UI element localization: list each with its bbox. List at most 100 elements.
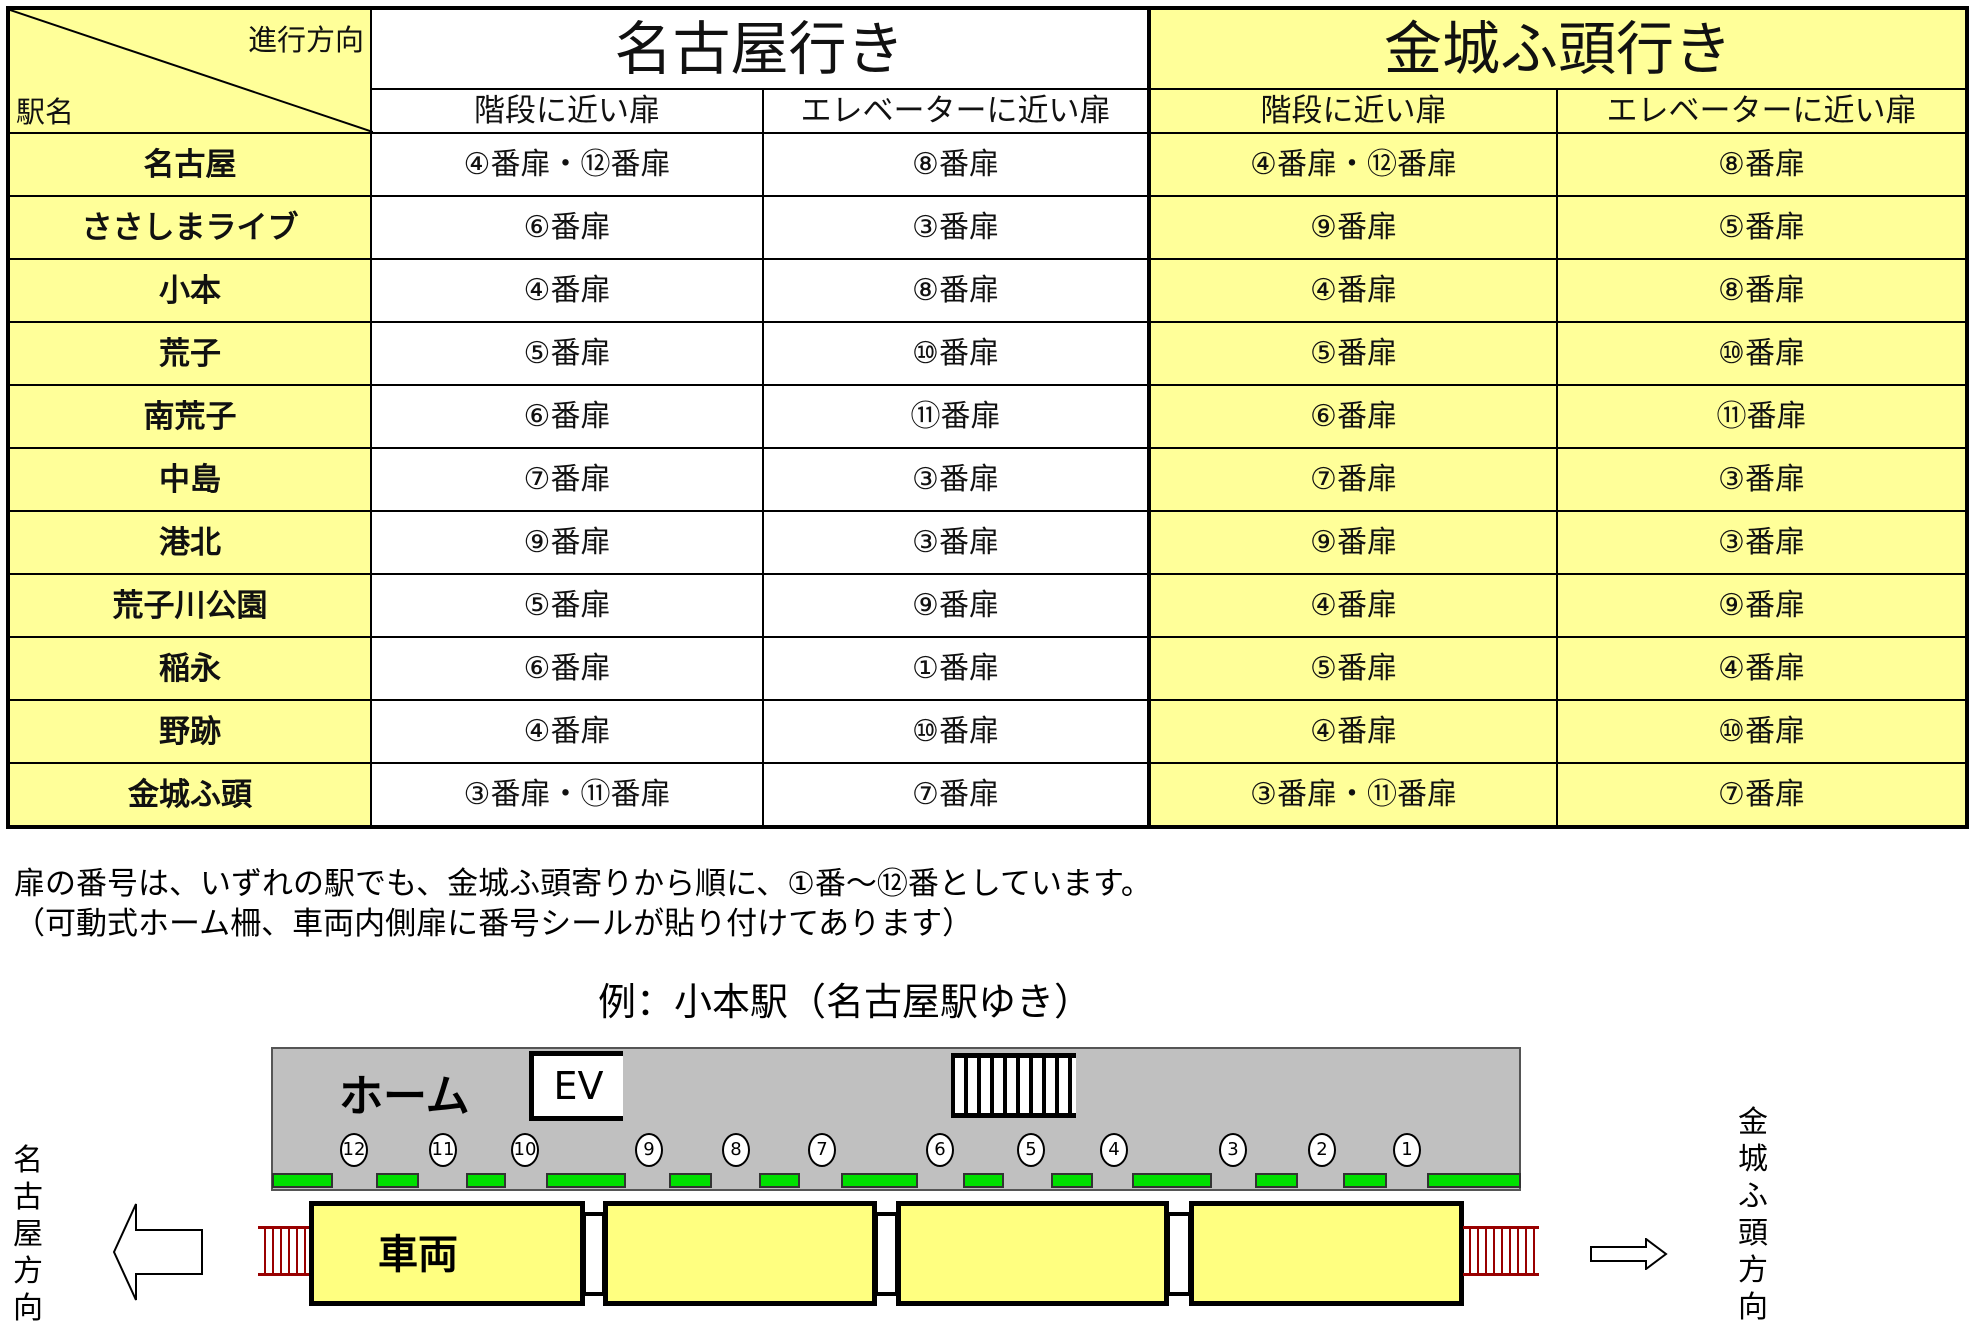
corner-header-cell: 進行方向 駅名 [7, 7, 373, 134]
station-name: 荒子 [7, 321, 372, 386]
kinjo-direction-label: 金城ふ頭方向 [1738, 1105, 1768, 1325]
nagoya-direction-label: 名古屋方向 [13, 1143, 43, 1326]
station-name: 荒子川公園 [7, 573, 372, 638]
door-number: 6 [926, 1133, 954, 1167]
door-cell: ⑤番扉 [1556, 195, 1968, 260]
door-cell: ⑦番扉 [1556, 762, 1968, 828]
door-cell: ⑪番扉 [1556, 384, 1968, 449]
door-cell: ④番扉 [1147, 573, 1558, 638]
train-car [1189, 1201, 1464, 1306]
door-cell: ③番扉 [762, 195, 1150, 260]
kinjo-bound-header: 金城ふ頭行き [1147, 7, 1968, 90]
door-cell: ④番扉 [1147, 258, 1558, 323]
station-name: 中島 [7, 447, 372, 512]
door-cell: ⑩番扉 [762, 699, 1150, 764]
door-number: 1 [1393, 1133, 1421, 1167]
platform-door [841, 1173, 918, 1188]
platform-door [963, 1173, 1004, 1188]
nagoya-bound-header: 名古屋行き [370, 7, 1150, 90]
door-cell: ⑧番扉 [1556, 258, 1968, 323]
door-number: 10 [511, 1133, 539, 1167]
door-number: 5 [1017, 1133, 1045, 1167]
door-cell: ④番扉 [370, 258, 764, 323]
door-cell: ④番扉・⑫番扉 [370, 132, 764, 197]
platform-door [272, 1173, 333, 1188]
elevator-box: EV [529, 1051, 623, 1121]
platform-door [759, 1173, 800, 1188]
door-cell: ⑤番扉 [370, 573, 764, 638]
door-cell: ③番扉・⑪番扉 [370, 762, 764, 828]
door-cell: ④番扉 [1556, 636, 1968, 701]
table-row: 荒子 ⑤番扉 ⑩番扉 ⑤番扉 ⑩番扉 [7, 321, 1968, 386]
stairs-icon [951, 1053, 1076, 1118]
car-label: 車両 [378, 1232, 458, 1278]
door-cell: ⑥番扉 [370, 195, 764, 260]
door-cell: ④番扉 [370, 699, 764, 764]
door-number: 8 [722, 1133, 750, 1167]
platform-door [1255, 1173, 1298, 1188]
platform-door [1343, 1173, 1387, 1188]
door-number: 2 [1308, 1133, 1336, 1167]
door-cell: ⑩番扉 [1556, 321, 1968, 386]
table-row: 稲永 ⑥番扉 ①番扉 ⑤番扉 ④番扉 [7, 636, 1968, 701]
platform-door [546, 1173, 626, 1188]
table-row: 野跡 ④番扉 ⑩番扉 ④番扉 ⑩番扉 [7, 699, 1968, 764]
door-cell: ⑧番扉 [762, 258, 1150, 323]
station-label: 駅名 [16, 95, 75, 129]
door-cell: ⑨番扉 [370, 510, 764, 575]
door-cell: ⑩番扉 [1556, 699, 1968, 764]
door-cell: ③番扉 [762, 447, 1150, 512]
door-cell: ③番扉 [762, 510, 1150, 575]
station-name: 野跡 [7, 699, 372, 764]
station-name: 港北 [7, 510, 372, 575]
door-guide-table: 進行方向 駅名 名古屋行き 金城ふ頭行き 階段に近い扉 エレベーターに近い扉 階… [6, 6, 1969, 829]
track-left [258, 1226, 309, 1276]
door-cell: ⑦番扉 [762, 762, 1150, 828]
train-car [603, 1201, 877, 1306]
platform-door [1427, 1173, 1521, 1188]
train-car [896, 1201, 1169, 1306]
station-name: 稲永 [7, 636, 372, 701]
diagram-title: 例：小本駅（名古屋駅ゆき） [598, 980, 1093, 1024]
door-cell: ④番扉 [1147, 699, 1558, 764]
platform-door [669, 1173, 712, 1188]
table-row: 名古屋 ④番扉・⑫番扉 ⑧番扉 ④番扉・⑫番扉 ⑧番扉 [7, 132, 1968, 197]
table-row: ささしまライブ ⑥番扉 ③番扉 ⑨番扉 ⑤番扉 [7, 195, 1968, 260]
table-row: 金城ふ頭 ③番扉・⑪番扉 ⑦番扉 ③番扉・⑪番扉 ⑦番扉 [7, 762, 1968, 828]
door-cell: ⑧番扉 [1556, 132, 1968, 197]
door-number: 3 [1219, 1133, 1247, 1167]
table-row: 荒子川公園 ⑤番扉 ⑨番扉 ④番扉 ⑨番扉 [7, 573, 1968, 638]
station-name: ささしまライブ [7, 195, 372, 260]
station-name: 南荒子 [7, 384, 372, 449]
arrow-left-icon [112, 1203, 203, 1301]
kinjo-stairs-header: 階段に近い扉 [1147, 88, 1558, 134]
kinjo-elevator-header: エレベーターに近い扉 [1556, 88, 1968, 134]
door-cell: ⑤番扉 [1147, 321, 1558, 386]
platform-door [376, 1173, 419, 1188]
door-number: 12 [340, 1133, 368, 1167]
station-name: 名古屋 [7, 132, 372, 197]
door-cell: ⑨番扉 [1556, 573, 1968, 638]
door-cell: ⑥番扉 [370, 384, 764, 449]
table-row: 小本 ④番扉 ⑧番扉 ④番扉 ⑧番扉 [7, 258, 1968, 323]
car-coupler [877, 1212, 896, 1296]
door-cell: ⑦番扉 [1147, 447, 1558, 512]
track-right [1463, 1226, 1539, 1276]
door-cell: ⑦番扉 [370, 447, 764, 512]
door-number: 7 [808, 1133, 836, 1167]
door-cell: ⑨番扉 [1147, 510, 1558, 575]
platform-door [1132, 1173, 1212, 1188]
platform-label: ホーム [339, 1071, 470, 1122]
table-row: 港北 ⑨番扉 ③番扉 ⑨番扉 ③番扉 [7, 510, 1968, 575]
door-cell: ⑧番扉 [762, 132, 1150, 197]
platform-door [466, 1173, 506, 1188]
nagoya-stairs-header: 階段に近い扉 [370, 88, 764, 134]
door-number: 9 [635, 1133, 663, 1167]
door-cell: ③番扉・⑪番扉 [1147, 762, 1558, 828]
station-name: 小本 [7, 258, 372, 323]
platform: ホーム [271, 1047, 1521, 1191]
door-cell: ①番扉 [762, 636, 1150, 701]
direction-label: 進行方向 [247, 23, 364, 57]
note-line-1: 扉の番号は、いずれの駅でも、金城ふ頭寄りから順に、①番～⑫番としています。 [14, 866, 1152, 902]
note-line-2: （可動式ホーム柵、車両内側扉に番号シールが貼り付けてあります） [14, 906, 974, 942]
